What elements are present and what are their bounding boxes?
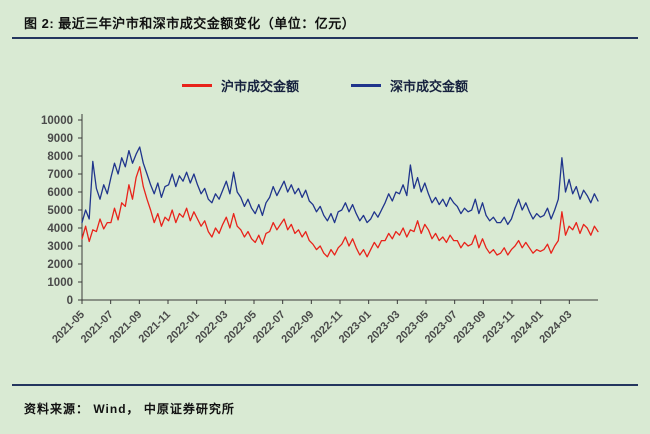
svg-text:6000: 6000 [47, 187, 73, 199]
svg-text:2024-03: 2024-03 [537, 309, 574, 346]
chart-legend: 沪市成交金额 深市成交金额 [0, 76, 650, 95]
legend-label-shenzhen: 深市成交金额 [390, 79, 469, 94]
shanghai-line-swatch [181, 84, 212, 87]
top-divider [12, 37, 638, 39]
svg-text:2000: 2000 [47, 259, 73, 271]
svg-text:7000: 7000 [47, 169, 73, 181]
svg-text:5000: 5000 [47, 205, 73, 217]
svg-text:4000: 4000 [47, 223, 73, 235]
svg-text:8000: 8000 [47, 151, 73, 163]
legend-item-shanghai: 沪市成交金额 [181, 76, 299, 95]
bottom-divider [12, 384, 638, 386]
svg-text:0: 0 [67, 295, 73, 307]
svg-text:1000: 1000 [47, 277, 73, 289]
shenzhen-line-swatch [351, 84, 381, 87]
svg-text:9000: 9000 [47, 133, 73, 145]
legend-item-shenzhen: 深市成交金额 [351, 76, 468, 95]
svg-text:10000: 10000 [41, 115, 73, 127]
svg-text:3000: 3000 [47, 241, 73, 253]
figure-title: 图 2: 最近三年沪市和深市成交金额变化（单位：亿元） [24, 16, 356, 31]
legend-label-shanghai: 沪市成交金额 [220, 79, 299, 94]
source-note: 资料来源： Wind， 中原证券研究所 [24, 402, 235, 416]
line-chart: 0 1000 2000 3000 4000 5000 6000 7000 8000 9000 100… [41, 114, 599, 346]
